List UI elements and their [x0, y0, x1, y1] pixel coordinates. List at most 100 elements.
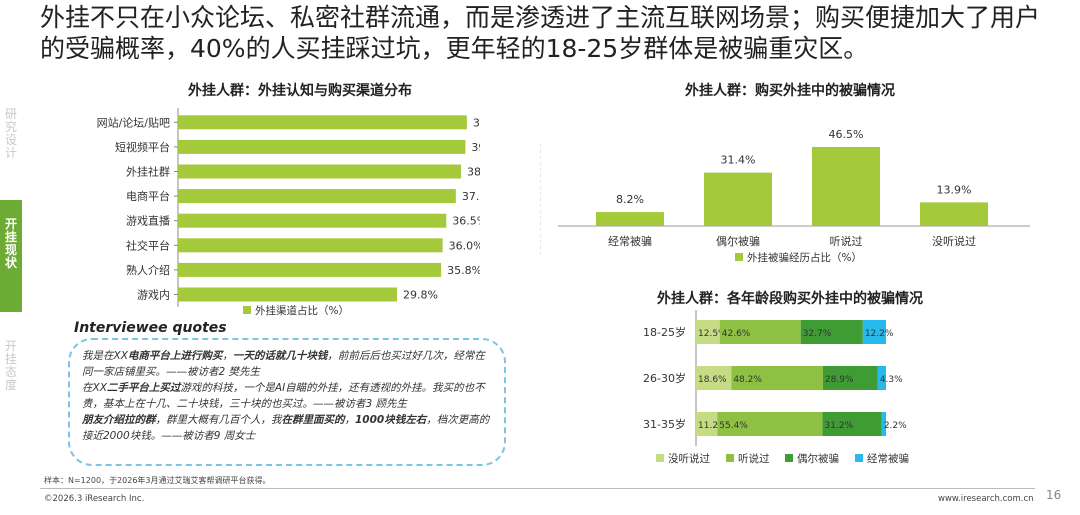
- category-label: 熟人介绍: [126, 263, 170, 277]
- sidebar-char: 开: [4, 217, 17, 231]
- quote-text: ，: [222, 350, 233, 362]
- sidebar-char: 研: [4, 107, 17, 121]
- value-label: 37.8%: [462, 190, 480, 203]
- sidebar-char: 度: [4, 378, 17, 392]
- bar: [812, 146, 880, 226]
- quote-text: ，群里大概有几百个人，我: [155, 414, 282, 426]
- segment-label: 55.4%: [719, 421, 748, 431]
- stack-segment: [696, 366, 732, 390]
- sidebar-char: 挂: [4, 352, 17, 366]
- value-label: 35.8%: [447, 264, 480, 277]
- category-label: 外挂社群: [126, 165, 170, 179]
- legend-swatch: [855, 454, 863, 462]
- segment-label: 2.2%: [884, 421, 907, 431]
- stack-segment: [822, 412, 882, 436]
- category-label: 社交平台: [126, 238, 170, 252]
- bar: [596, 212, 664, 226]
- category-label: 听说过: [830, 234, 863, 248]
- quote-text: 我是在XX: [82, 350, 128, 362]
- website-link[interactable]: www.iresearch.com.cn: [938, 494, 1034, 504]
- sidebar-char: 究: [4, 120, 17, 134]
- quote-highlight: 一天的话就几十块钱: [232, 350, 328, 362]
- sidebar-section-research[interactable]: 研 究 设 计: [0, 108, 22, 160]
- legend-swatch: [243, 306, 251, 314]
- quote-text: ，前前后后也买过好几次，经常在同一家店铺里买。——被访者2 樊先生: [82, 350, 485, 378]
- legend-label: 偶尔被骗: [797, 452, 839, 465]
- segment-label: 31.2%: [825, 421, 854, 431]
- stack-segment: [731, 366, 823, 390]
- sidebar-char: 态: [4, 365, 17, 379]
- category-label: 偶尔被骗: [716, 234, 760, 248]
- value-label: 38.5%: [467, 166, 480, 179]
- quote-3: 朋友介绍拉的群，群里大概有几百个人，我在群里面买的，1000块钱左右，档次更高的…: [82, 412, 492, 444]
- quote-text: ，: [344, 414, 356, 426]
- page-headline: 外挂不只在小众论坛、私密社群流通，而是渗透进了主流互联网场景；购买便捷加大了用户…: [40, 3, 1041, 63]
- legend-swatch: [726, 454, 734, 462]
- legend-swatch: [735, 253, 743, 261]
- quote-text: 在XX: [82, 382, 107, 394]
- bar: [178, 262, 442, 277]
- quotes-title: Interviewee quotes: [74, 320, 227, 336]
- value-label: 8.2%: [616, 193, 644, 206]
- stack-segment: [800, 320, 863, 344]
- quote-text: 游戏的科技，一个是AI自瞄的外挂，还有透视的外挂。我买的也不贵，基本上在十几、二…: [82, 382, 485, 410]
- sidebar-char: 现: [4, 243, 17, 257]
- stack-segment: [881, 412, 886, 436]
- sidebar-section-status-active[interactable]: 开 挂 现 状: [0, 200, 22, 312]
- legend-swatch: [656, 454, 664, 462]
- quote-highlight: 朋友介绍拉的群: [82, 414, 156, 426]
- value-label: 39.3%: [473, 116, 480, 129]
- stack-segment: [717, 412, 823, 436]
- value-label: 39.1%: [471, 141, 480, 154]
- bar: [178, 164, 461, 179]
- stack-segment: [877, 366, 886, 390]
- bar: [178, 238, 443, 253]
- footer-divider: [40, 488, 1035, 489]
- segment-label: 12.5%: [698, 329, 727, 339]
- category-label: 26-30岁: [643, 371, 686, 385]
- category-label: 没听说过: [932, 234, 976, 248]
- legend-label: 外挂渠道占比（%）: [255, 304, 349, 317]
- quote-highlight: 二手平台上买过: [106, 382, 181, 394]
- quote-highlight: 电商平台上进行购买: [127, 350, 223, 362]
- stack-segment: [862, 320, 886, 344]
- sidebar-char: 状: [4, 256, 17, 270]
- bar: [178, 287, 398, 302]
- segment-label: 11.2%: [698, 421, 727, 431]
- value-label: 36.5%: [452, 215, 480, 228]
- channel-distribution-chart: 网站/论坛/贴吧 39.3% 短视频平台 39.1% 外挂社群 38.5% 电商平台 37.8…: [97, 108, 480, 317]
- stack-segment: [696, 412, 718, 436]
- sidebar-section-attitude[interactable]: 开 挂 态 度: [0, 340, 22, 392]
- quote-highlight: 1000块钱左右: [355, 414, 427, 426]
- sidebar-char: 计: [4, 146, 17, 160]
- stack-segment: [822, 366, 878, 390]
- legend-label: 没听说过: [668, 452, 710, 465]
- segment-label: 18.6%: [698, 375, 727, 385]
- copyright: ©2026.3 iResearch Inc.: [44, 494, 145, 504]
- bar: [178, 189, 456, 204]
- value-label: 46.5%: [829, 128, 864, 141]
- sidebar-char: 设: [4, 133, 17, 147]
- bar: [178, 213, 447, 228]
- segment-label: 32.7%: [803, 329, 832, 339]
- category-label: 经常被骗: [608, 234, 652, 248]
- sidebar-char: 开: [4, 339, 17, 353]
- segment-label: 48.2%: [733, 375, 762, 385]
- quote-highlight: 在群里面买的: [281, 414, 345, 426]
- age-chart-title: 外挂人群：各年龄段购买外挂中的被骗情况: [657, 291, 923, 307]
- value-label: 31.4%: [721, 154, 756, 167]
- age-scam-chart: 18-25岁 12.5%42.6% 32.7% 12.2% 26-30岁 18.6% 48.…: [643, 310, 909, 465]
- category-label: 游戏内: [137, 288, 170, 302]
- page-number: 16: [1046, 488, 1062, 502]
- segment-label: 42.6%: [722, 329, 751, 339]
- segment-label: 28.9%: [825, 375, 854, 385]
- sidebar-char: 挂: [4, 230, 17, 244]
- category-label: 18-25岁: [643, 325, 686, 339]
- category-label: 31-35岁: [643, 417, 686, 431]
- category-label: 网站/论坛/贴吧: [97, 115, 170, 129]
- scam-chart-title: 外挂人群：购买外挂中的被骗情况: [685, 83, 895, 99]
- legend-label: 经常被骗: [867, 452, 909, 465]
- bar: [704, 172, 772, 226]
- channel-chart-title: 外挂人群：外挂认知与购买渠道分布: [188, 83, 412, 99]
- stack-segment: [719, 320, 801, 344]
